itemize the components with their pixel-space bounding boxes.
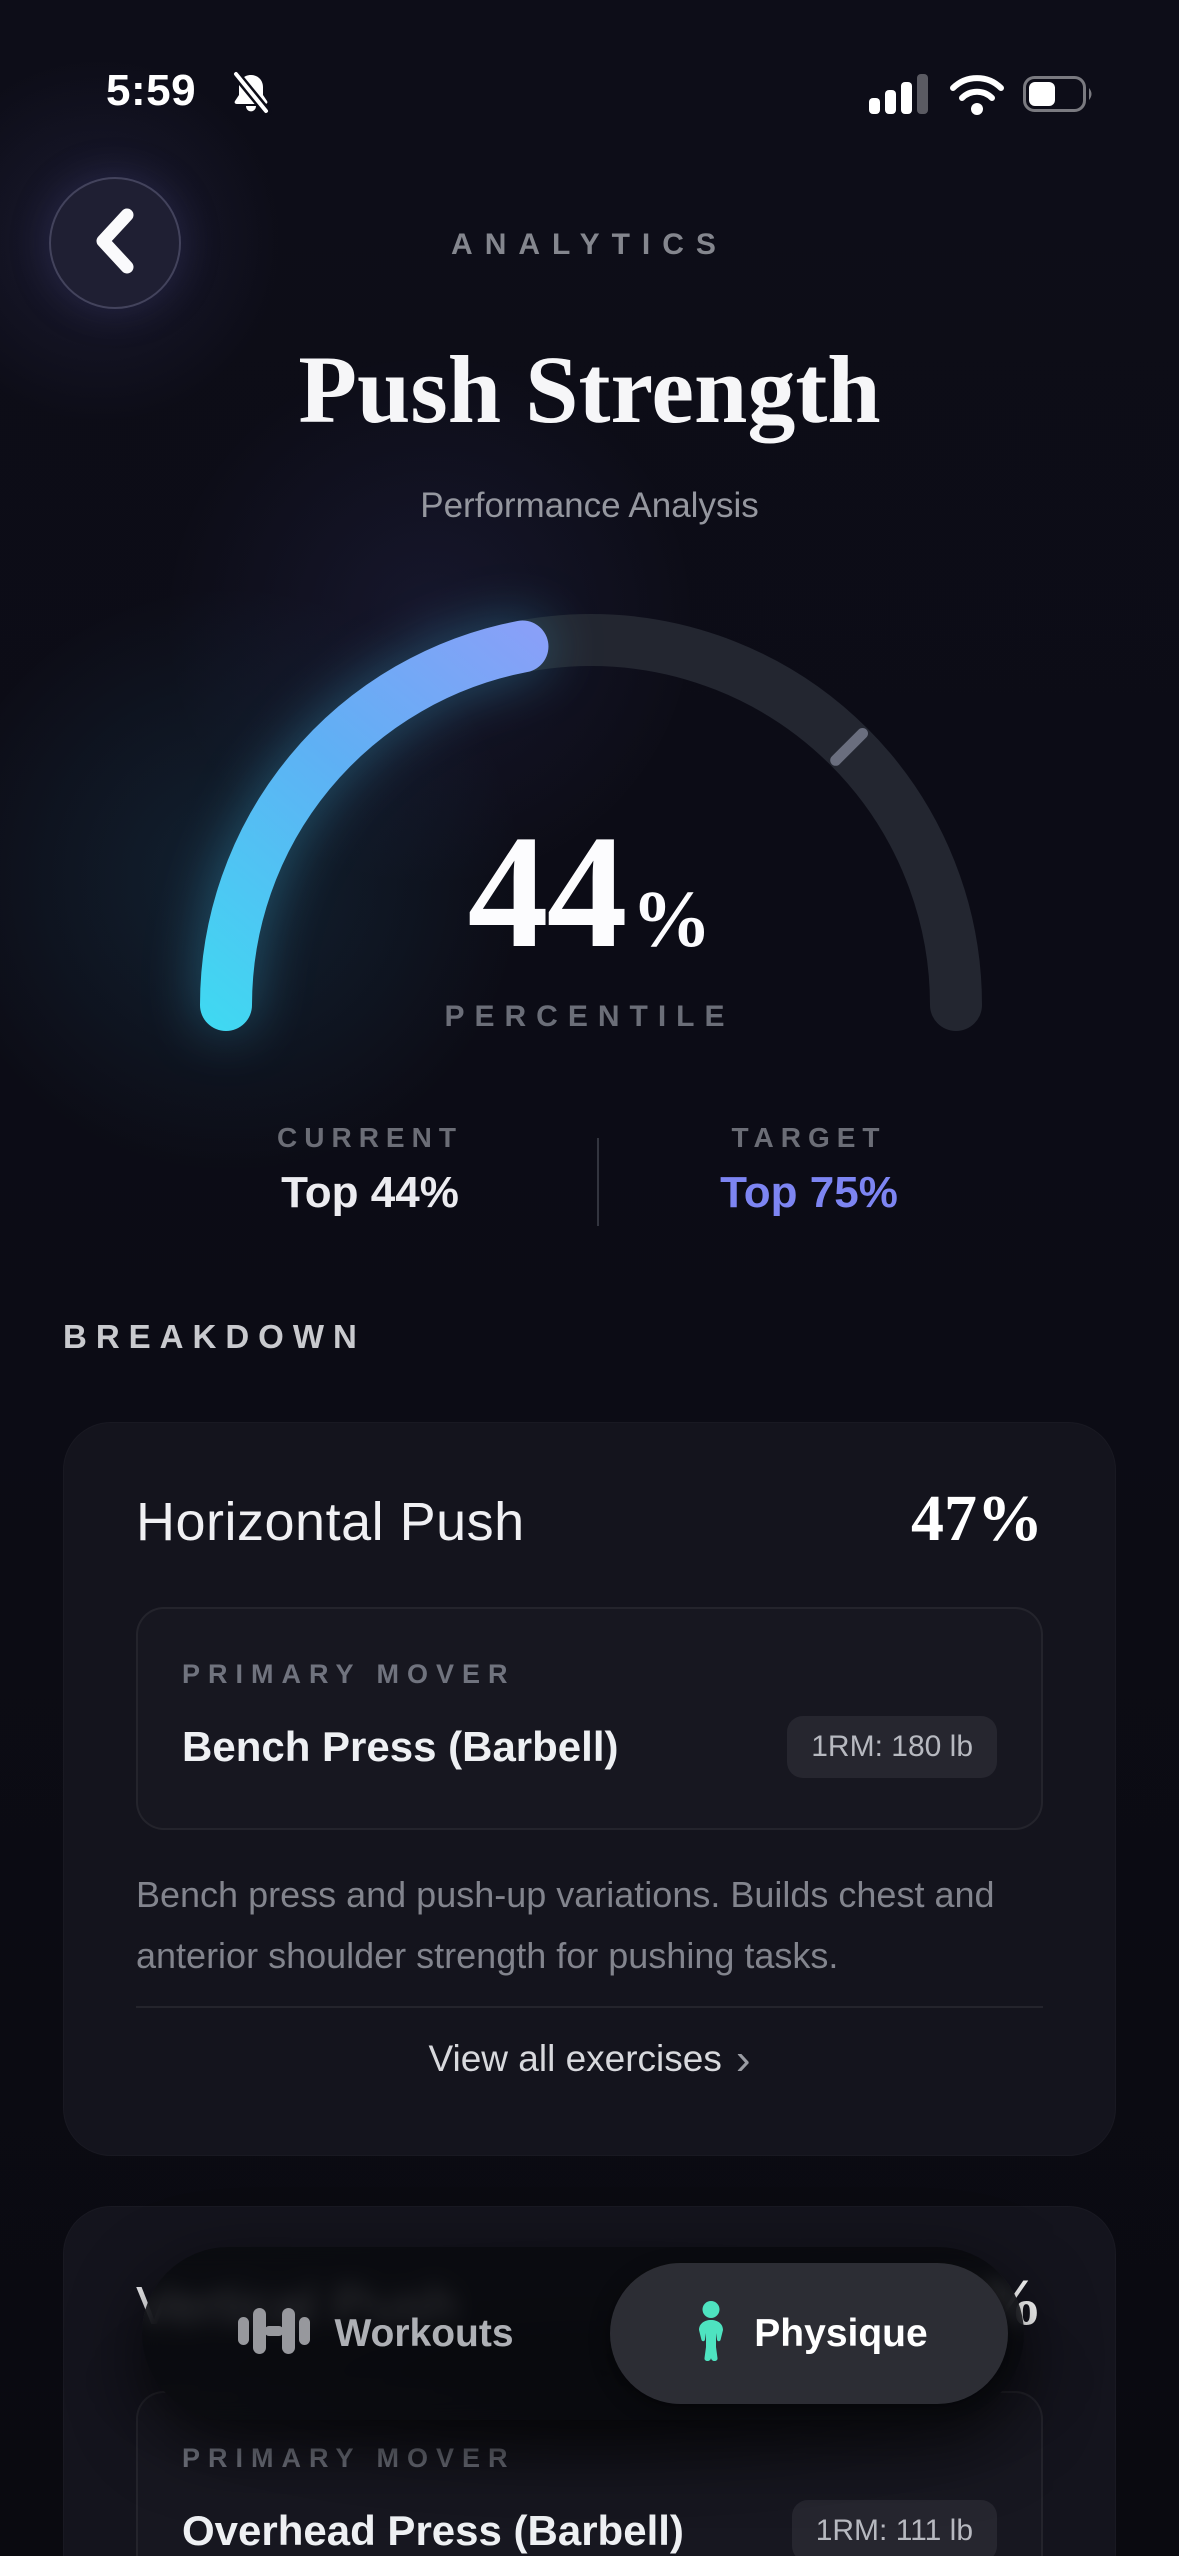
- stat-current-label: CURRENT: [277, 1122, 463, 1153]
- primary-mover-box: PRIMARY MOVER Bench Press (Barbell) 1RM:…: [136, 1607, 1043, 1830]
- tab-physique-active[interactable]: Physique: [610, 2263, 1008, 2404]
- exercise-name: Overhead Press (Barbell): [182, 2507, 684, 2554]
- gauge-fill-arc: [200, 614, 982, 1031]
- tab-workouts[interactable]: Workouts: [142, 2247, 610, 2420]
- gauge-value-unit: %: [631, 876, 712, 964]
- breakdown-card-horizontal-push: Horizontal Push 47% PRIMARY MOVER Bench …: [63, 1422, 1116, 2156]
- stat-current: CURRENT Top 44%: [150, 1122, 590, 1218]
- page-title: Push Strength: [298, 336, 881, 443]
- gauge-center: 44% PERCENTILE: [0, 812, 1179, 1034]
- one-rm-badge: 1RM: 111 lb: [791, 2500, 997, 2556]
- battery-icon: [1023, 76, 1095, 117]
- stat-target: TARGET Top 75%: [589, 1122, 1029, 1218]
- cellular-signal-icon: [869, 72, 931, 121]
- chevron-left-icon: [85, 205, 145, 282]
- screen-kicker: ANALYTICS: [451, 228, 728, 261]
- stats-row: CURRENT Top 44% TARGET Top 75%: [0, 1122, 1179, 1232]
- view-all-exercises-link[interactable]: View all exercises ›: [428, 2035, 751, 2084]
- wifi-icon: [947, 72, 1007, 121]
- card-description: Bench press and push-up variations. Buil…: [136, 1874, 995, 1976]
- card-title: Horizontal Push: [136, 1492, 525, 1552]
- person-icon: [690, 2301, 732, 2366]
- page-subtitle: Performance Analysis: [420, 486, 759, 525]
- percentile-gauge: [200, 614, 982, 1031]
- gauge-target-tick: [830, 728, 868, 766]
- gauge-value-number: 44: [467, 803, 628, 982]
- stat-target-value: Top 75%: [720, 1168, 898, 1217]
- stats-divider: [597, 1138, 599, 1226]
- stat-current-value: Top 44%: [281, 1168, 459, 1217]
- breakdown-heading: BREAKDOWN: [63, 1318, 366, 1355]
- tab-workouts-label: Workouts: [334, 2311, 514, 2355]
- bell-slash-icon: [228, 68, 274, 121]
- primary-mover-label: PRIMARY MOVER: [182, 1659, 516, 1689]
- back-button[interactable]: [49, 177, 181, 309]
- dumbbell-icon: [238, 2302, 311, 2365]
- gauge-value: 44%: [0, 812, 1179, 974]
- chevron-right-icon: ›: [735, 2035, 751, 2084]
- tab-bar: Workouts Physique: [142, 2247, 1024, 2420]
- gauge-label: PERCENTILE: [444, 1000, 735, 1033]
- battery-fill: [1029, 82, 1055, 106]
- tab-physique-label: Physique: [754, 2311, 928, 2355]
- card-percent: 47%: [911, 1482, 1043, 1555]
- one-rm-badge: 1RM: 180 lb: [787, 1716, 997, 1778]
- stat-target-label: TARGET: [731, 1122, 887, 1153]
- status-time: 5:59: [106, 66, 197, 115]
- status-bar: 5:59: [0, 58, 1179, 122]
- exercise-name: Bench Press (Barbell): [182, 1723, 619, 1770]
- card-divider: [136, 2006, 1043, 2008]
